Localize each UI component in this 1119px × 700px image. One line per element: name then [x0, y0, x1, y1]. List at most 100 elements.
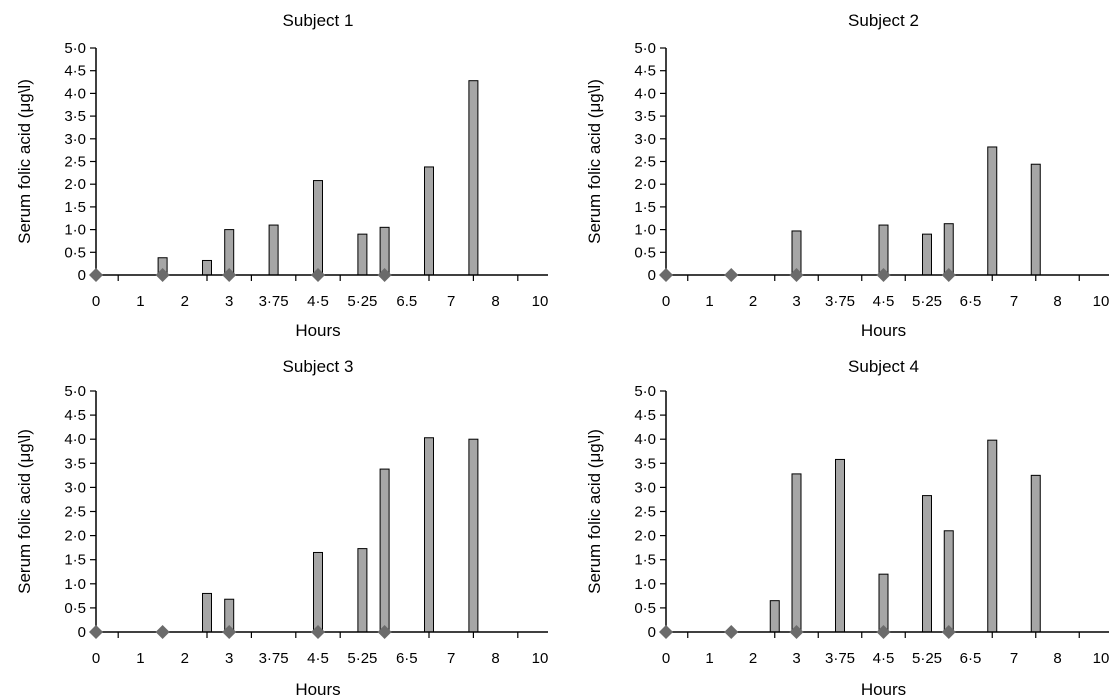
diamond-marker: [155, 625, 170, 639]
x-tick-label: 6.5: [396, 293, 417, 310]
x-tick-label: 1: [705, 293, 713, 310]
y-tick-label: 2·0: [634, 528, 656, 545]
y-tick-label: 2·0: [64, 528, 86, 545]
x-tick-label: 5·25: [347, 293, 377, 310]
y-tick-label: 4·5: [634, 407, 656, 424]
x-tick-label: 4·5: [307, 293, 329, 310]
y-tick-label: 4·5: [64, 63, 86, 80]
x-tick-label: 8: [491, 650, 499, 667]
y-tick-label: 4·0: [634, 85, 656, 102]
y-tick-label: 1·5: [64, 199, 86, 216]
y-tick-label: 3·0: [634, 131, 656, 148]
bar: [379, 226, 390, 276]
x-tick-label: 3·75: [259, 650, 289, 667]
y-tick-label: 5·0: [634, 383, 656, 400]
diamond-marker: [724, 268, 739, 282]
diamond-marker: [724, 625, 739, 639]
x-tick-label: 2: [181, 650, 189, 667]
x-tick-label: 0: [92, 293, 100, 310]
y-tick-label: 2·5: [634, 154, 656, 171]
diamond-marker: [659, 625, 673, 639]
y-tick-label: 4·0: [64, 85, 86, 102]
y-tick-label: 0·5: [64, 244, 86, 261]
bar: [424, 437, 434, 633]
x-tick-label: 2: [181, 293, 189, 310]
diamond-marker: [941, 625, 956, 639]
x-tick-label: 4·5: [307, 650, 329, 667]
x-tick-label: 1: [136, 650, 144, 667]
x-tick-label: 6·5: [960, 293, 982, 310]
x-tick-label: 1: [705, 650, 713, 667]
chart-title: Subject 1: [283, 11, 354, 30]
x-tick-label: 0: [92, 650, 100, 667]
bar: [791, 473, 802, 633]
x-tick-label: 6·5: [396, 650, 418, 667]
bar: [313, 551, 323, 633]
bar: [943, 223, 954, 276]
bar: [468, 80, 479, 276]
x-tick-label: 0: [662, 650, 670, 667]
diamond-marker: [311, 625, 325, 639]
y-tick-label: 1·5: [64, 552, 86, 569]
chart-panel-4: Subject 4 0 0·5 1·0 1·5 2·0 2·5 3·0 3·5 4·0 4·5 5·0…: [585, 357, 1109, 699]
x-tick-label: 5·25: [912, 293, 942, 310]
x-tick-label: 3·75: [825, 650, 855, 667]
diamond-marker: [876, 625, 891, 639]
diamond-marker: [89, 268, 103, 282]
x-axis-label: Hours: [295, 321, 340, 340]
y-tick-label: 5·0: [64, 40, 86, 57]
diamond-marker: [789, 625, 804, 639]
y-tick-label: 0·5: [64, 600, 86, 617]
x-tick-label: 8: [491, 293, 499, 310]
y-tick-label: 1·0: [64, 576, 86, 593]
y-tick-label: 0·5: [634, 244, 656, 261]
y-tick-label: 3·5: [64, 108, 86, 125]
x-tick-label: 5·25: [912, 650, 942, 667]
x-tick-label: 6·5: [960, 650, 982, 667]
x-tick-label: 10: [1093, 650, 1110, 667]
bar: [424, 166, 434, 276]
diamond-marker: [941, 268, 956, 282]
y-tick-label: 1·5: [634, 552, 656, 569]
x-tick-label: 2: [749, 293, 757, 310]
x-tick-label: 7: [447, 650, 455, 667]
diamond-marker: [222, 268, 237, 282]
y-axis-label: Serum folic acid (μg\l): [585, 79, 604, 244]
y-tick-label: 4·0: [634, 431, 656, 448]
bar: [313, 180, 323, 276]
y-tick-label: 3·0: [64, 131, 86, 148]
bar: [987, 146, 998, 276]
bar: [357, 548, 368, 633]
x-tick-label: 3: [225, 293, 233, 310]
y-tick-label: 1·0: [634, 576, 656, 593]
y-tick-label: 3·5: [634, 455, 656, 472]
x-tick-label: 10: [1093, 293, 1110, 310]
diamond-marker: [89, 625, 103, 639]
x-tick-label: 3: [792, 650, 800, 667]
y-tick-label: 1·5: [634, 199, 656, 216]
diamond-marker: [222, 625, 237, 639]
diamond-marker: [311, 268, 325, 282]
diamond-marker: [876, 268, 891, 282]
x-tick-label: 8: [1053, 650, 1061, 667]
diamond-marker: [155, 268, 170, 282]
y-tick-label: 2·0: [64, 176, 86, 193]
chart-title: Subject 4: [848, 357, 919, 376]
y-tick-label: 2·0: [634, 176, 656, 193]
x-tick-label: 7: [1010, 650, 1018, 667]
y-tick-label: 3·0: [634, 479, 656, 496]
y-tick-label: 4·5: [634, 63, 656, 80]
bar: [202, 592, 212, 633]
x-axis-label: Hours: [295, 680, 340, 699]
y-tick-label: 0: [648, 267, 656, 284]
chart-panel-3: Subject 3 0 0·5 1·0 1·5 2·0 2·5 3·0 3·5 4·0 4·5 5·0…: [15, 357, 548, 699]
y-tick-label: 3·0: [64, 479, 86, 496]
y-tick-label: 5·0: [634, 40, 656, 57]
bar: [357, 233, 368, 276]
x-tick-label: 5·25: [347, 650, 377, 667]
diamond-marker: [377, 268, 392, 282]
y-tick-label: 1·0: [634, 222, 656, 239]
y-axis-label: Serum folic acid (μg\l): [15, 79, 34, 244]
x-tick-label: 2: [749, 650, 757, 667]
bar: [379, 468, 390, 633]
